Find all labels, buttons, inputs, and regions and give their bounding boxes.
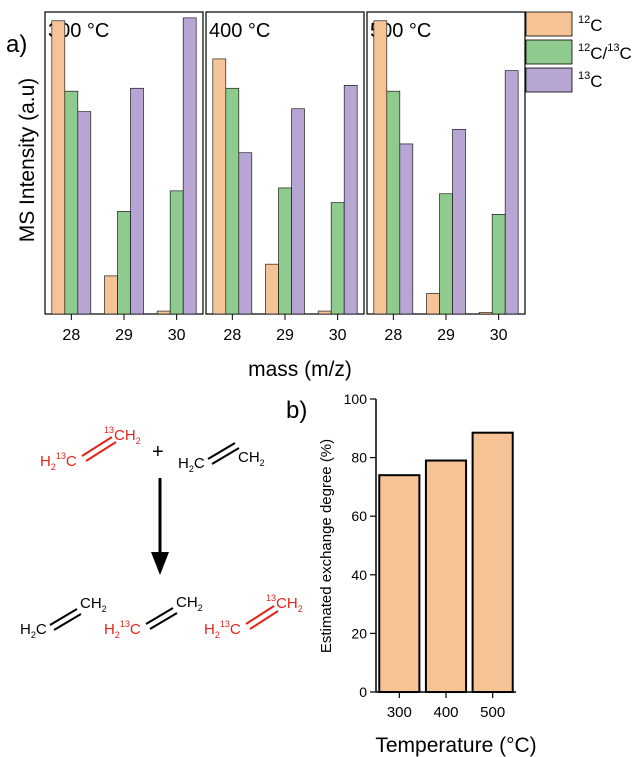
bar	[77, 111, 92, 315]
panel-a-label: a)	[6, 31, 27, 58]
product-mixed-ethylene: H213C CH2	[104, 594, 203, 640]
bar	[225, 87, 240, 315]
bar	[373, 20, 388, 315]
bar	[330, 202, 345, 315]
x-tick-label: 500	[480, 704, 505, 721]
reaction-scheme: H213C 13CH2 + H2C CH2 H2C CH2 H213C CH	[20, 425, 303, 640]
bar	[439, 193, 453, 315]
x-tick-label: 30	[329, 327, 347, 344]
x-tick-label: 29	[276, 327, 294, 344]
double-bond-line	[149, 612, 178, 630]
bar	[291, 108, 305, 315]
x-tick-label: 400	[433, 704, 458, 721]
bar	[278, 187, 292, 315]
subplot-title: 400 °C	[209, 20, 270, 42]
product-13c-ethylene: H213C 13CH2	[204, 593, 303, 640]
double-bond-line	[145, 607, 174, 625]
x-tick-label: 29	[115, 327, 133, 344]
x-tick-label: 28	[384, 327, 402, 344]
x-tick-label: 28	[62, 327, 80, 344]
bar	[452, 128, 466, 315]
panel-a-y-axis-label: MS Intensity (a.u)	[16, 78, 39, 243]
plus-sign: +	[152, 441, 164, 463]
y-tick-label: 20	[351, 625, 367, 641]
double-bond-line	[53, 613, 82, 631]
bar	[471, 431, 514, 693]
bar	[182, 17, 197, 315]
atom-h2-13c: H213C	[104, 619, 141, 640]
double-bond-line	[81, 436, 113, 457]
x-tick-label: 28	[223, 327, 241, 344]
bar	[238, 152, 253, 315]
x-tick-label: 30	[490, 327, 508, 344]
bar	[104, 275, 118, 315]
legend-label: 12C/13C	[578, 42, 632, 63]
panel-a-x-axis-label: mass (m/z)	[248, 358, 352, 381]
bar	[265, 263, 279, 315]
bar	[424, 459, 468, 693]
x-tick-label: 30	[168, 327, 186, 344]
bar	[156, 310, 171, 315]
atom-ch2: CH2	[176, 594, 203, 613]
bar	[212, 58, 227, 315]
atom-ch2: CH2	[80, 595, 107, 614]
y-tick-label: 100	[344, 391, 368, 407]
double-bond-line	[207, 442, 236, 460]
y-tick-label: 40	[351, 567, 367, 583]
bar	[117, 211, 131, 315]
bar	[399, 143, 414, 315]
panel-b-x-axis-label: Temperature (°C)	[375, 734, 536, 757]
double-bond-line	[249, 610, 279, 630]
bar	[343, 85, 358, 315]
atom-h2c: H2C	[20, 621, 47, 640]
product-ethylene: H2C CH2	[20, 595, 107, 640]
double-bond-line	[49, 608, 78, 626]
bar	[64, 90, 79, 315]
atom-13ch2: 13CH2	[266, 593, 303, 614]
bar	[51, 20, 66, 315]
double-bond-line	[245, 605, 275, 625]
atom-13ch2: 13CH2	[104, 425, 141, 446]
y-tick-label: 60	[351, 508, 367, 524]
bar	[426, 293, 440, 315]
arrow-head-icon	[151, 552, 169, 575]
x-tick-label: 300	[387, 704, 412, 721]
legend-swatch	[525, 11, 573, 37]
legend-swatch	[525, 39, 573, 65]
double-bond-line	[211, 447, 240, 465]
bar	[169, 190, 184, 315]
y-tick-label: 0	[359, 684, 367, 700]
atom-h2-13c: H213C	[204, 619, 241, 640]
bar	[478, 312, 493, 315]
bar	[504, 70, 519, 315]
y-tick-label: 80	[351, 450, 367, 466]
bar	[130, 87, 144, 315]
bar	[386, 90, 401, 315]
legend-swatch	[525, 67, 573, 93]
atom-ch2: CH2	[238, 449, 265, 468]
panel-a-legend: 12C 12C/13C 13C	[525, 11, 632, 93]
bar	[491, 214, 506, 315]
reactant-ethylene: H2C CH2	[178, 442, 265, 474]
panel-b-chart: 0 20 40 60 80 100 300 400 500 Temperature (°C) Est…	[318, 391, 537, 757]
legend-label: 12C	[578, 14, 603, 35]
panel-b-label: b)	[286, 397, 307, 424]
panel-b-y-axis-label: Estimated exchange degree (%)	[318, 439, 335, 653]
x-tick-label: 29	[437, 327, 455, 344]
reactant-13c-ethylene: H213C 13CH2	[40, 425, 141, 472]
legend-label: 13C	[578, 70, 603, 91]
atom-h2c: H2C	[178, 455, 205, 474]
bar	[317, 310, 332, 315]
atom-h2-13c: H213C	[40, 451, 77, 472]
bar	[378, 474, 421, 693]
double-bond-line	[85, 441, 117, 462]
